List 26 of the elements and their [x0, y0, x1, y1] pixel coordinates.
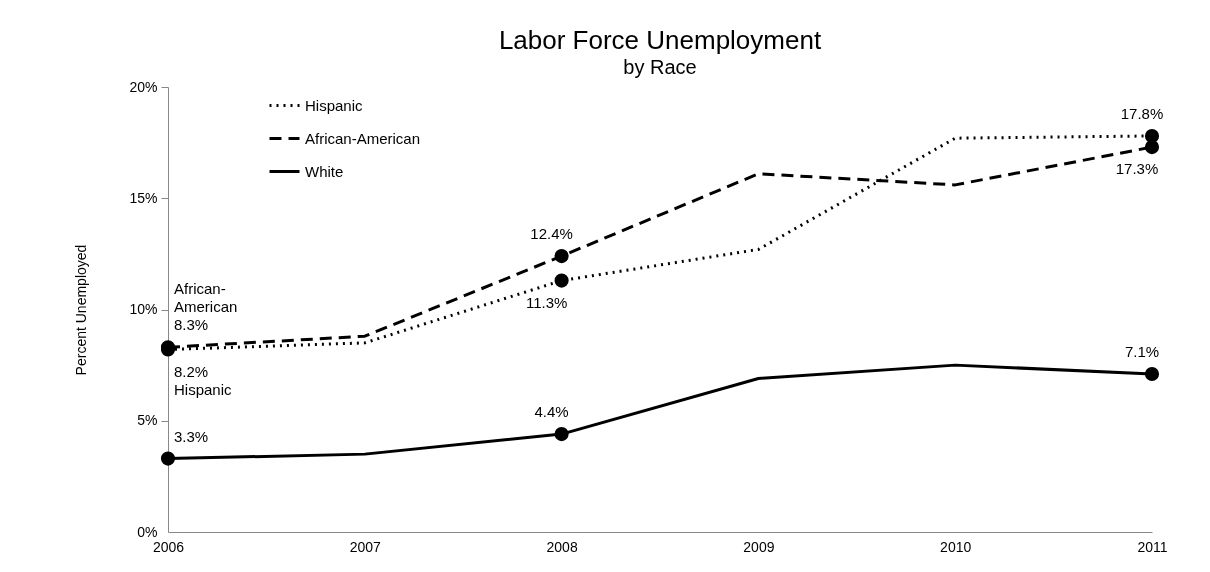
x-tick-label: 2006 — [152, 538, 185, 555]
y-tick-label: 10% — [129, 301, 158, 317]
data-label: 4.4% — [534, 403, 569, 421]
y-tick-label: 5% — [137, 412, 158, 429]
legend-label: African-American — [305, 129, 421, 147]
x-tick-label: 2010 — [940, 538, 972, 555]
y-tick-label: 15% — [129, 189, 158, 206]
chart-subtitle: by Race — [623, 56, 697, 78]
data-label: 7.1% — [1124, 343, 1160, 361]
x-tick-label: 2009 — [743, 538, 775, 555]
data-label: 11.3% — [525, 293, 568, 311]
legend-label: Hispanic — [305, 96, 364, 114]
y-tick-label: 0% — [137, 523, 158, 540]
x-tick-label: 2008 — [546, 538, 578, 555]
x-tick-label: 2007 — [349, 538, 382, 555]
chart-title: Labor Force Unemployment — [498, 25, 822, 55]
data-label: 8.2% Hispanic — [174, 362, 233, 398]
y-tick-label: 20% — [129, 78, 158, 95]
legend-label: White — [305, 162, 344, 180]
y-axis-title: Percent Unemployed — [73, 244, 90, 376]
data-label: 3.3% — [174, 427, 209, 445]
data-label: 17.3% — [1115, 160, 1159, 178]
data-label: African- American 8.3% — [174, 280, 238, 334]
data-label: 12.4% — [530, 225, 573, 243]
x-tick-label: 2011 — [1137, 538, 1168, 555]
data-label: 17.8% — [1120, 104, 1164, 122]
